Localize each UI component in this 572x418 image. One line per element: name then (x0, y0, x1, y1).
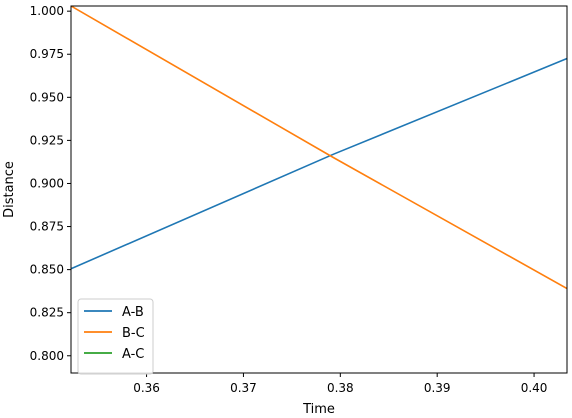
x-axis-label: Time (302, 402, 335, 417)
series-line-b-c (71, 6, 567, 290)
legend-label-b-c: B-C (122, 326, 145, 341)
y-tick-label: 0.925 (30, 133, 64, 147)
x-tick-label: 0.37 (230, 381, 257, 395)
x-tick-label: 0.38 (327, 381, 354, 395)
y-tick-label: 0.950 (30, 90, 64, 104)
plot-frame (70, 5, 568, 374)
x-axis: 0.36 0.37 0.38 0.39 0.40 (133, 373, 547, 395)
y-tick-label: 1.000 (30, 4, 64, 18)
x-tick-label: 0.39 (424, 381, 451, 395)
y-tick-label: 0.875 (30, 220, 64, 234)
y-tick-label: 0.900 (30, 176, 64, 190)
series-line-a-b (71, 57, 567, 270)
legend: A-B B-C A-C (77, 298, 154, 375)
plot-area (71, 6, 567, 290)
x-tick-label: 0.36 (133, 381, 160, 395)
y-axis: 0.800 0.825 0.850 0.875 0.900 0.925 0.950 0.975… (30, 4, 71, 363)
legend-box (77, 298, 154, 375)
y-axis-label: Distance (2, 161, 17, 218)
legend-label-a-b: A-B (122, 305, 144, 320)
legend-label-a-c: A-C (122, 347, 144, 362)
y-tick-label: 0.975 (30, 47, 64, 61)
y-tick-label: 0.825 (30, 306, 64, 320)
x-tick-label: 0.40 (521, 381, 548, 395)
y-tick-label: 0.850 (30, 263, 64, 277)
y-tick-label: 0.800 (30, 349, 64, 363)
